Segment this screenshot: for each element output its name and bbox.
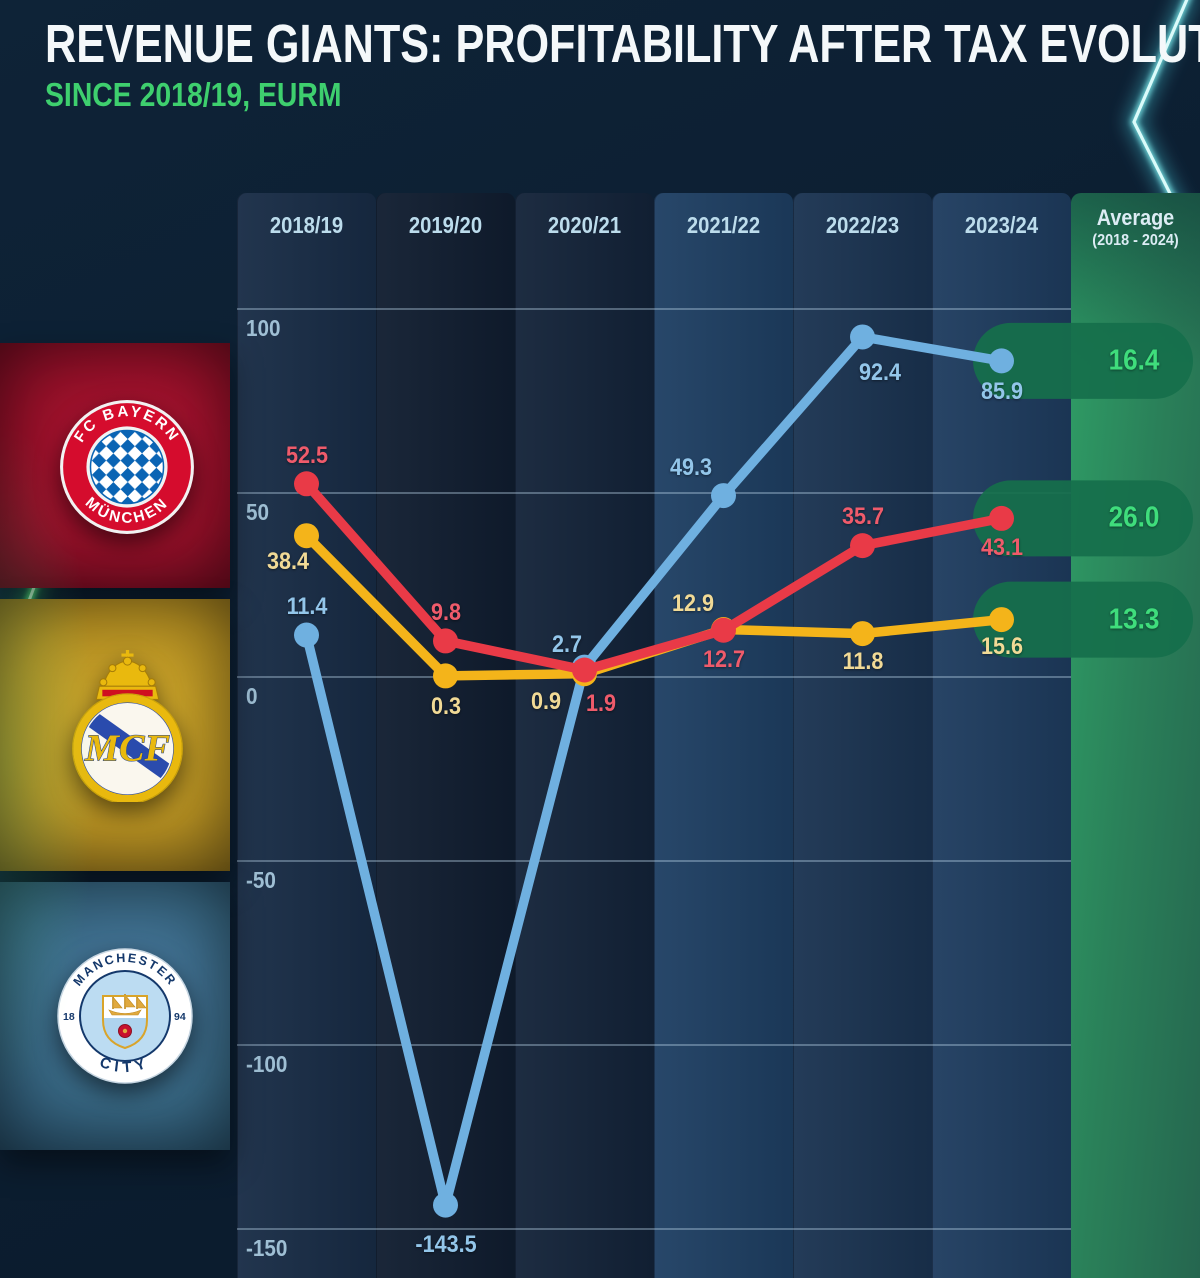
city-bottom-text: CITY (97, 1054, 147, 1077)
column-header-2020/21: 2020/21 (547, 212, 622, 238)
column-header-2018/19: 2018/19 (269, 212, 344, 238)
crest-outer-line (72, 693, 183, 802)
crest-sash (85, 712, 172, 779)
column-header-2021/22: 2021/22 (686, 212, 761, 238)
shield-outline (102, 995, 148, 1050)
page-subtitle: SINCE 2018/19, EURM (45, 76, 342, 113)
rose-center (122, 1028, 128, 1034)
crest-gold-ring (73, 694, 182, 802)
crown-icon (95, 650, 160, 700)
svg-text:CITY: CITY (97, 1054, 152, 1077)
city-year-right: 94 (174, 1011, 186, 1023)
crest-diamonds (89, 429, 165, 505)
real-madrid-monogram: MCF (84, 728, 170, 770)
city-year-left: 18 (63, 1011, 75, 1023)
column-header-2023/24: 2023/24 (964, 212, 1039, 238)
page-title: REVENUE GIANTS: PROFITABILITY AFTER TAX … (45, 14, 1200, 74)
ship-icon (108, 994, 147, 1016)
bayern-munich-crest: FC BAYERN MÜNCHEN (60, 400, 194, 534)
column-header-2022/23: 2022/23 (825, 212, 900, 238)
manchester-city-crest: MANCHESTER CITY 18 94 (57, 948, 193, 1084)
column-header-2019/20: 2019/20 (408, 212, 483, 238)
real-madrid-crest: MCF (72, 650, 183, 802)
